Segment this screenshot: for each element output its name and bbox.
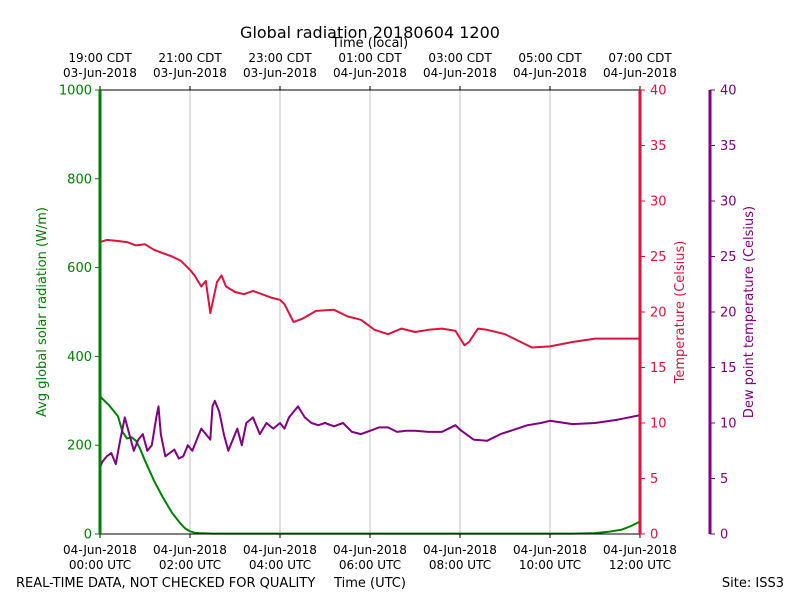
chart-title: Global radiation 20180604 1200 xyxy=(240,23,500,42)
bottom-tick-time: 02:00 UTC xyxy=(159,558,221,572)
bottom-tick-date: 04-Jun-2018 xyxy=(63,543,137,557)
top-axis-label: Time (local) xyxy=(331,36,408,51)
bottom-tick-time: 06:00 UTC xyxy=(339,558,401,572)
top-tick-date: 04-Jun-2018 xyxy=(513,66,587,80)
top-tick-time: 23:00 CDT xyxy=(248,51,312,65)
dewpoint-tick-label: 0 xyxy=(720,528,728,543)
top-tick-date: 04-Jun-2018 xyxy=(603,66,677,80)
dewpoint-tick-label: 5 xyxy=(720,472,728,487)
radiation-tick-label: 400 xyxy=(67,350,92,365)
temperature-tick-label: 30 xyxy=(650,195,667,210)
quality-notice: REAL-TIME DATA, NOT CHECKED FOR QUALITY xyxy=(16,576,315,591)
dewpoint-tick-label: 10 xyxy=(720,417,737,432)
series-line xyxy=(99,399,641,468)
top-tick-date: 03-Jun-2018 xyxy=(243,66,317,80)
bottom-tick-time: 08:00 UTC xyxy=(429,558,491,572)
radiation-tick-label: 600 xyxy=(67,261,92,276)
temperature-axis-label: Temperature (Celsius) xyxy=(673,241,688,385)
radiation-axis-label: Avg global solar radiation (W/m) xyxy=(35,207,50,417)
plot-frame xyxy=(98,89,712,535)
top-tick-time: 03:00 CDT xyxy=(428,51,492,65)
bottom-tick-time: 10:00 UTC xyxy=(519,558,581,572)
temperature-tick-label: 5 xyxy=(650,472,658,487)
temperature-tick-label: 10 xyxy=(650,417,667,432)
bottom-tick-time: 12:00 UTC xyxy=(609,558,671,572)
bottom-tick-date: 04-Jun-2018 xyxy=(423,543,497,557)
bottom-tick-time: 00:00 UTC xyxy=(69,558,131,572)
temperature-tick-label: 40 xyxy=(650,84,667,99)
dewpoint-tick-label: 35 xyxy=(720,139,737,154)
dewpoint-tick-label: 30 xyxy=(720,195,737,210)
bottom-tick-date: 04-Jun-2018 xyxy=(513,543,587,557)
grid-lines xyxy=(189,90,551,534)
dewpoint-tick-label: 20 xyxy=(720,306,737,321)
dewpoint-tick-label: 40 xyxy=(720,84,737,99)
top-tick-time: 01:00 CDT xyxy=(338,51,402,65)
top-tick-date: 04-Jun-2018 xyxy=(333,66,407,80)
site-label: Site: ISS3 xyxy=(722,576,784,591)
bottom-tick-date: 04-Jun-2018 xyxy=(243,543,317,557)
top-tick-date: 03-Jun-2018 xyxy=(153,66,227,80)
bottom-tick-date: 04-Jun-2018 xyxy=(333,543,407,557)
bottom-tick-date: 04-Jun-2018 xyxy=(603,543,677,557)
temperature-tick-label: 15 xyxy=(650,361,667,376)
bottom-axis-label: Time (UTC) xyxy=(333,576,406,591)
dewpoint-axis-label: Dew point temperature (Celsius) xyxy=(742,206,757,418)
radiation-tick-label: 0 xyxy=(84,528,92,543)
temperature-tick-label: 0 xyxy=(650,528,658,543)
top-tick-time: 19:00 CDT xyxy=(68,51,132,65)
radiation-tick-label: 1000 xyxy=(59,84,92,99)
radiation-tick-label: 200 xyxy=(67,439,92,454)
temperature-tick-label: 25 xyxy=(650,250,667,265)
top-tick-time: 05:00 CDT xyxy=(518,51,582,65)
dewpoint-tick-label: 15 xyxy=(720,361,737,376)
bottom-tick-time: 04:00 UTC xyxy=(249,558,311,572)
bottom-tick-date: 04-Jun-2018 xyxy=(153,543,227,557)
temperature-tick-label: 35 xyxy=(650,139,667,154)
dewpoint-tick-label: 25 xyxy=(720,250,737,265)
top-tick-date: 03-Jun-2018 xyxy=(63,66,137,80)
top-tick-time: 07:00 CDT xyxy=(608,51,672,65)
top-tick-time: 21:00 CDT xyxy=(158,51,222,65)
series-line xyxy=(99,238,640,349)
top-tick-date: 04-Jun-2018 xyxy=(423,66,497,80)
temperature-tick-label: 20 xyxy=(650,306,667,321)
radiation-tick-label: 800 xyxy=(67,172,92,187)
